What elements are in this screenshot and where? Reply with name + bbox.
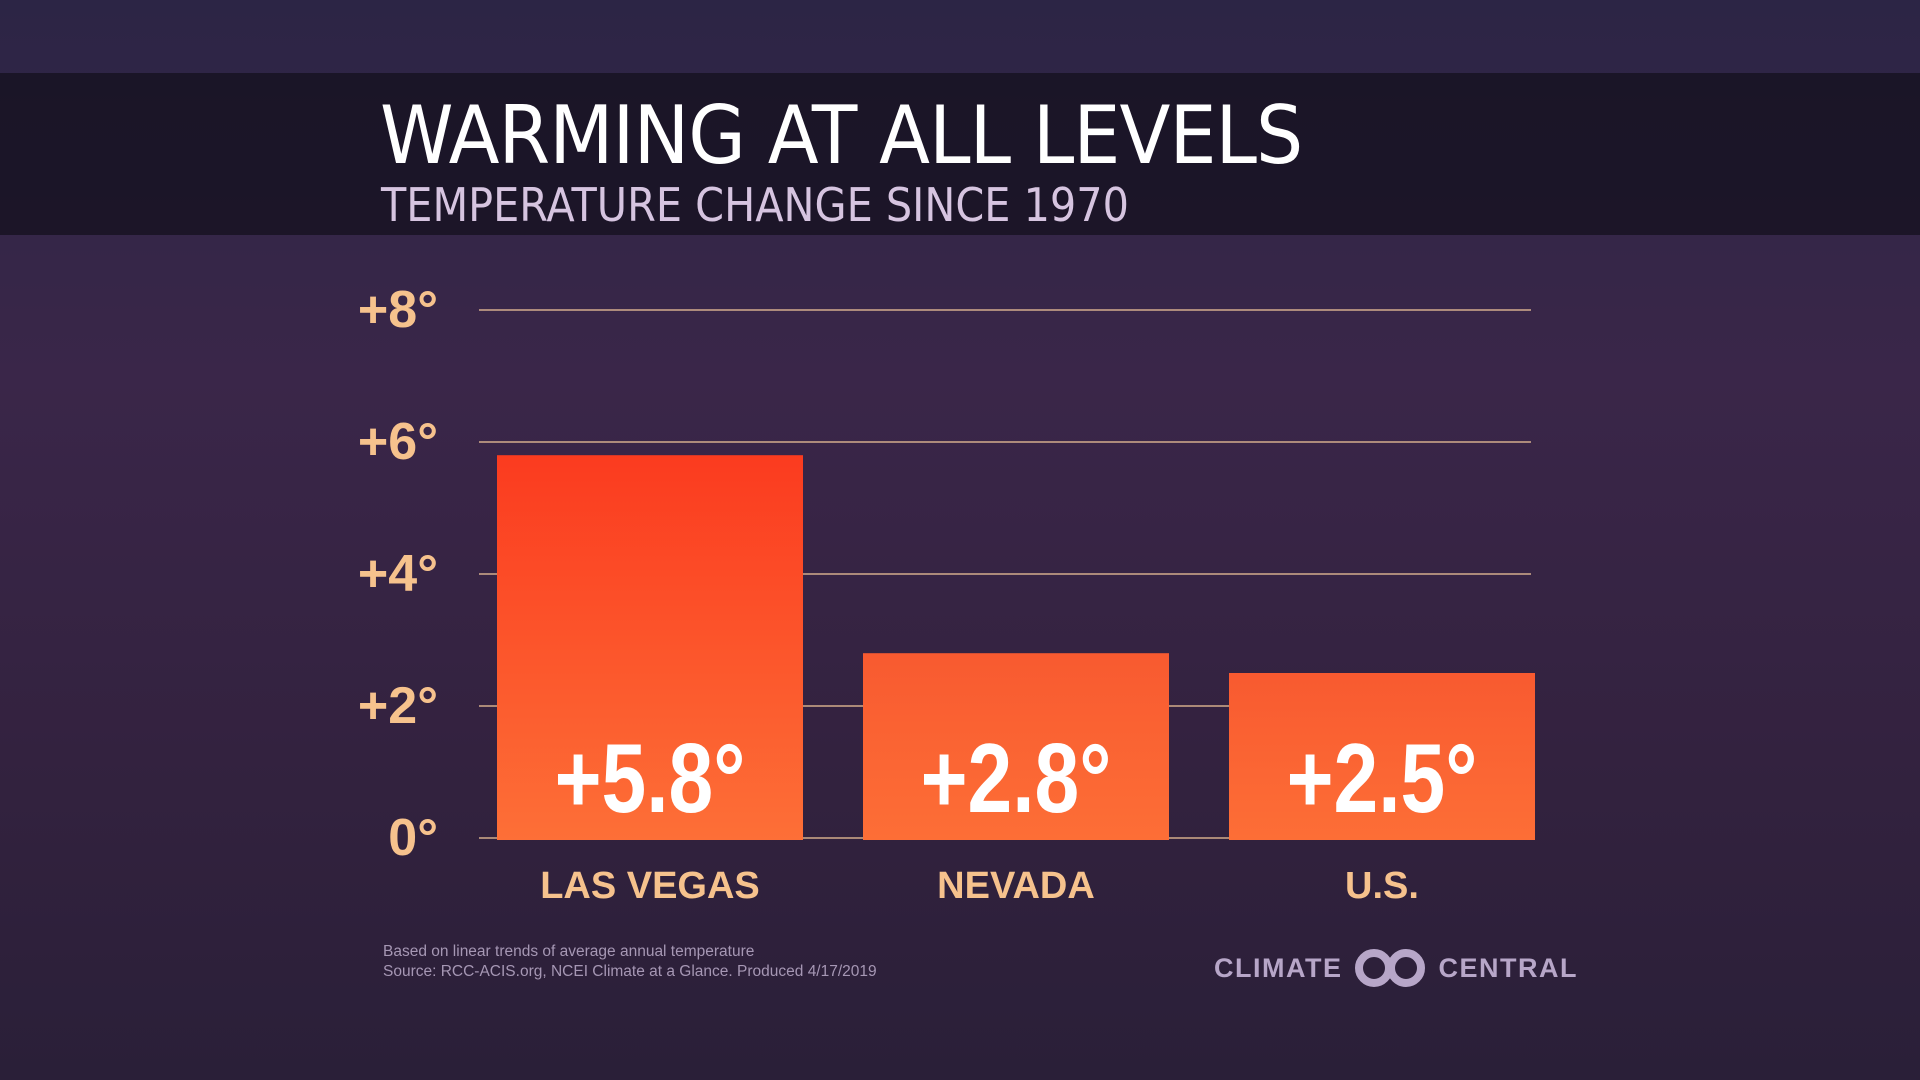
bar-value-label: +2.8° (921, 723, 1112, 832)
footnote-source: Source: RCC-ACIS.org, NCEI Climate at a … (383, 963, 877, 980)
bar-las-vegas (497, 455, 803, 840)
x-category-label: NEVADA (937, 865, 1095, 907)
header-band (0, 73, 1920, 235)
y-tick-label: 0° (388, 809, 438, 867)
bar-nevada (863, 653, 1169, 840)
footnote-note: Based on linear trends of average annual… (383, 943, 755, 960)
logo-text-left: CLIMATE (1214, 952, 1343, 983)
chart-subtitle: TEMPERATURE CHANGE SINCE 1970 (381, 178, 1129, 232)
chart-title: WARMING AT ALL LEVELS (380, 89, 1303, 182)
x-category-label: U.S. (1345, 865, 1419, 907)
logo-text-right: CENTRAL (1438, 952, 1578, 983)
bar-u-s- (1229, 673, 1535, 840)
y-tick-label: +4° (358, 545, 438, 603)
climate-central-logo: CLIMATE CENTRAL (1214, 948, 1578, 988)
footnote: Based on linear trends of average annual… (383, 942, 877, 982)
y-tick-label: +6° (358, 413, 438, 471)
x-category-label: LAS VEGAS (540, 865, 760, 907)
y-tick-label: +2° (358, 677, 438, 735)
logo-rings-icon (1355, 949, 1426, 987)
y-tick-label: +8° (358, 281, 438, 339)
bar-value-label: +5.8° (555, 723, 746, 832)
bar-value-label: +2.5° (1287, 723, 1478, 832)
